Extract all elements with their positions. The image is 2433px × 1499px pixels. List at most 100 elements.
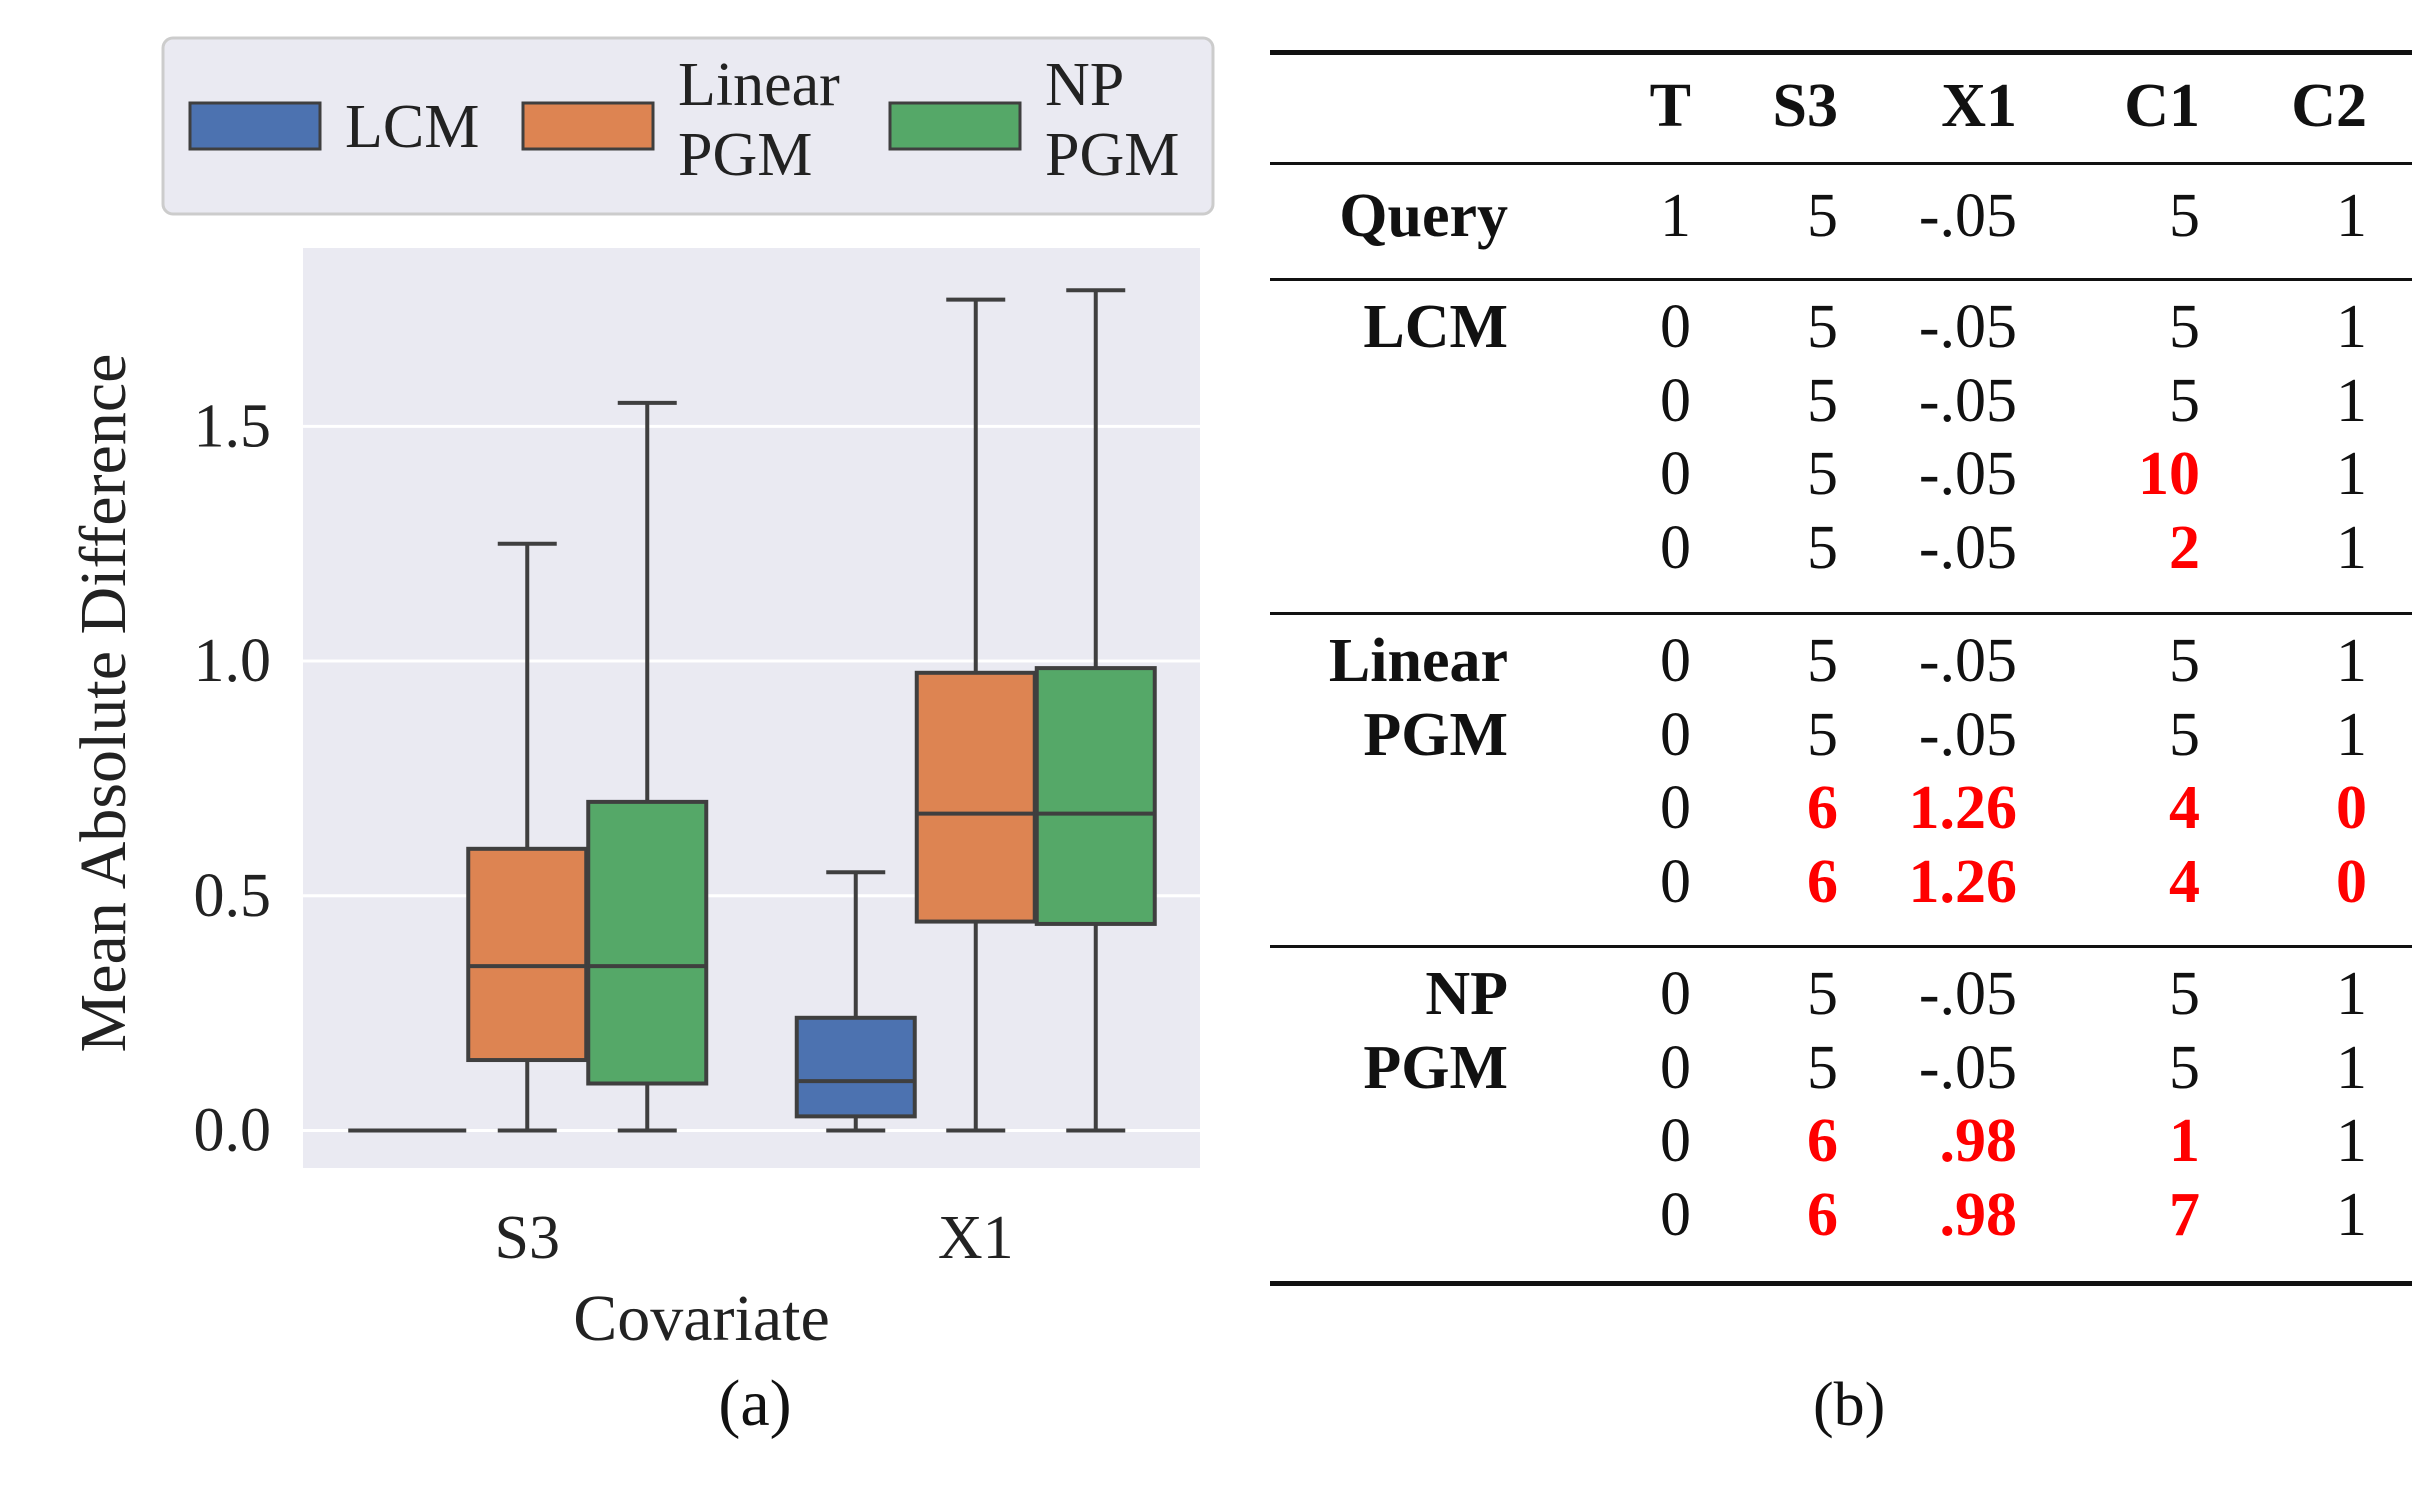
changed-value-cell: 6	[1807, 847, 1838, 916]
column-header: S3	[1772, 72, 1838, 140]
table-cell: 1	[2336, 700, 2367, 769]
table-cell: -.05	[1918, 960, 2017, 1028]
changed-value-cell: 7	[2169, 1180, 2200, 1249]
table-cell: 1	[1660, 182, 1691, 250]
changed-value-cell: .98	[1939, 1180, 2018, 1249]
table-cell: 5	[2169, 1033, 2200, 1102]
y-tick-label: 1.5	[194, 392, 272, 460]
table-cell: -.05	[1918, 440, 2017, 508]
changed-value-cell: 1.26	[1908, 847, 2018, 916]
table-cell: 0	[1660, 774, 1691, 842]
table-cell: 1	[2336, 1180, 2367, 1249]
row-group-label: PGM	[1363, 1033, 1508, 1102]
box-np-pgm	[586, 799, 709, 1086]
boxplot-panel: 0.0 0.5 1.0 1.5 S3 X1 Covariate Mean Absolute D…	[67, 36, 1215, 1440]
table-cell: 5	[1807, 182, 1838, 250]
table-cell: 0	[1660, 1107, 1691, 1175]
table-cell: 1	[2336, 366, 2367, 435]
table-cell: 0	[1660, 293, 1691, 361]
table-cell: 5	[1807, 366, 1838, 435]
box-linear-pgm	[466, 846, 589, 1063]
changed-value-cell: 10	[2138, 440, 2200, 508]
table-cell: 5	[2169, 182, 2200, 250]
y-tick-label: 1.0	[194, 627, 272, 695]
table-cell: -.05	[1918, 700, 2017, 769]
y-tick-label: 0.0	[194, 1096, 272, 1164]
changed-value-cell: 6	[1807, 1107, 1838, 1175]
box-linear-pgm	[914, 670, 1037, 924]
table-cell: 1	[2336, 1033, 2367, 1102]
table-cell: -.05	[1918, 513, 2017, 582]
column-header: T	[1649, 72, 1691, 140]
changed-value-cell: 6	[1807, 774, 1838, 842]
row-group-label: PGM	[1363, 700, 1508, 769]
legend-label: LCM	[345, 93, 479, 161]
table-cell: 1	[2336, 440, 2367, 508]
table-cell: 5	[2169, 366, 2200, 435]
y-tick-label: 0.5	[194, 862, 272, 930]
table-cell: 5	[1807, 960, 1838, 1028]
changed-value-cell: 0	[2336, 774, 2367, 842]
table-cell: 1	[2336, 1107, 2367, 1175]
changed-value-cell: 6	[1807, 1180, 1838, 1249]
y-axis-label: Mean Absolute Difference	[67, 354, 140, 1053]
row-group-label: NP	[1425, 960, 1508, 1028]
table-cell: 5	[1807, 700, 1838, 769]
legend-label: Linear	[678, 51, 840, 119]
x-tick-label: X1	[938, 1204, 1014, 1272]
table-cell: 5	[1807, 627, 1838, 695]
table-cell: 0	[1660, 366, 1691, 435]
table-cell: 0	[1660, 1033, 1691, 1102]
table-cell: 0	[1660, 627, 1691, 695]
table-cell: 5	[1807, 440, 1838, 508]
table-cell: 1	[2336, 627, 2367, 695]
changed-value-cell: 4	[2169, 774, 2200, 842]
group-divider-rule	[1270, 612, 2412, 615]
row-group-label: Linear	[1328, 627, 1508, 695]
group-divider-rule	[1270, 278, 2412, 281]
changed-value-cell: 1	[2169, 1107, 2200, 1175]
boxplot-chart: 0.0 0.5 1.0 1.5 S3 X1 Covariate Mean Absolute D…	[67, 36, 1215, 1440]
changed-value-cell: 0	[2336, 847, 2367, 916]
caption-b: (b)	[1813, 1371, 1886, 1439]
table-cell: 5	[2169, 960, 2200, 1028]
changed-value-cell: 2	[2169, 513, 2200, 582]
table-cell: 5	[1807, 293, 1838, 361]
table-cell: 5	[1807, 513, 1838, 582]
table-cell: -.05	[1918, 1033, 2017, 1102]
matches-table: T S3 X1 C1 C2 Query 1 5 -.05 5 1 LCM 0 5 -.05 5 1 0 5 -.05 5…	[1230, 0, 2433, 1494]
changed-value-cell: .98	[1939, 1107, 2018, 1175]
table-cell: -.05	[1918, 293, 2017, 361]
legend-box	[161, 36, 1215, 216]
table-cell: 1	[2336, 182, 2367, 250]
row-group-label: LCM	[1363, 293, 1508, 361]
box-lcm	[794, 1015, 917, 1119]
x-tick-label: S3	[495, 1204, 560, 1272]
box-np-pgm	[1034, 666, 1157, 926]
table-cell: 5	[2169, 293, 2200, 361]
table-cell: -.05	[1918, 182, 2017, 250]
table-cell: 1	[2336, 960, 2367, 1028]
table-cell: 0	[1660, 960, 1691, 1028]
table-cell: 0	[1660, 1180, 1691, 1249]
column-header: C1	[2124, 72, 2200, 140]
table-cell: 0	[1660, 847, 1691, 916]
table-cell: 1	[2336, 513, 2367, 582]
caption-a: (a)	[718, 1367, 791, 1440]
legend-swatch	[888, 101, 1022, 151]
group-divider-rule	[1270, 945, 2412, 948]
table-header-rule	[1270, 162, 2412, 165]
row-group-label: Query	[1339, 182, 1508, 250]
table-cell: -.05	[1918, 366, 2017, 435]
legend-label: PGM	[678, 121, 812, 189]
changed-value-cell: 1.26	[1908, 774, 2018, 842]
table-cell: -.05	[1918, 627, 2017, 695]
table-cell: 0	[1660, 700, 1691, 769]
legend-swatch	[188, 101, 322, 151]
table-cell: 1	[2336, 293, 2367, 361]
legend-label: PGM	[1045, 121, 1179, 189]
table-cell: 5	[2169, 700, 2200, 769]
table-top-rule	[1270, 50, 2412, 55]
table-cell: 0	[1660, 513, 1691, 582]
x-axis-label: Covariate	[573, 1282, 830, 1355]
